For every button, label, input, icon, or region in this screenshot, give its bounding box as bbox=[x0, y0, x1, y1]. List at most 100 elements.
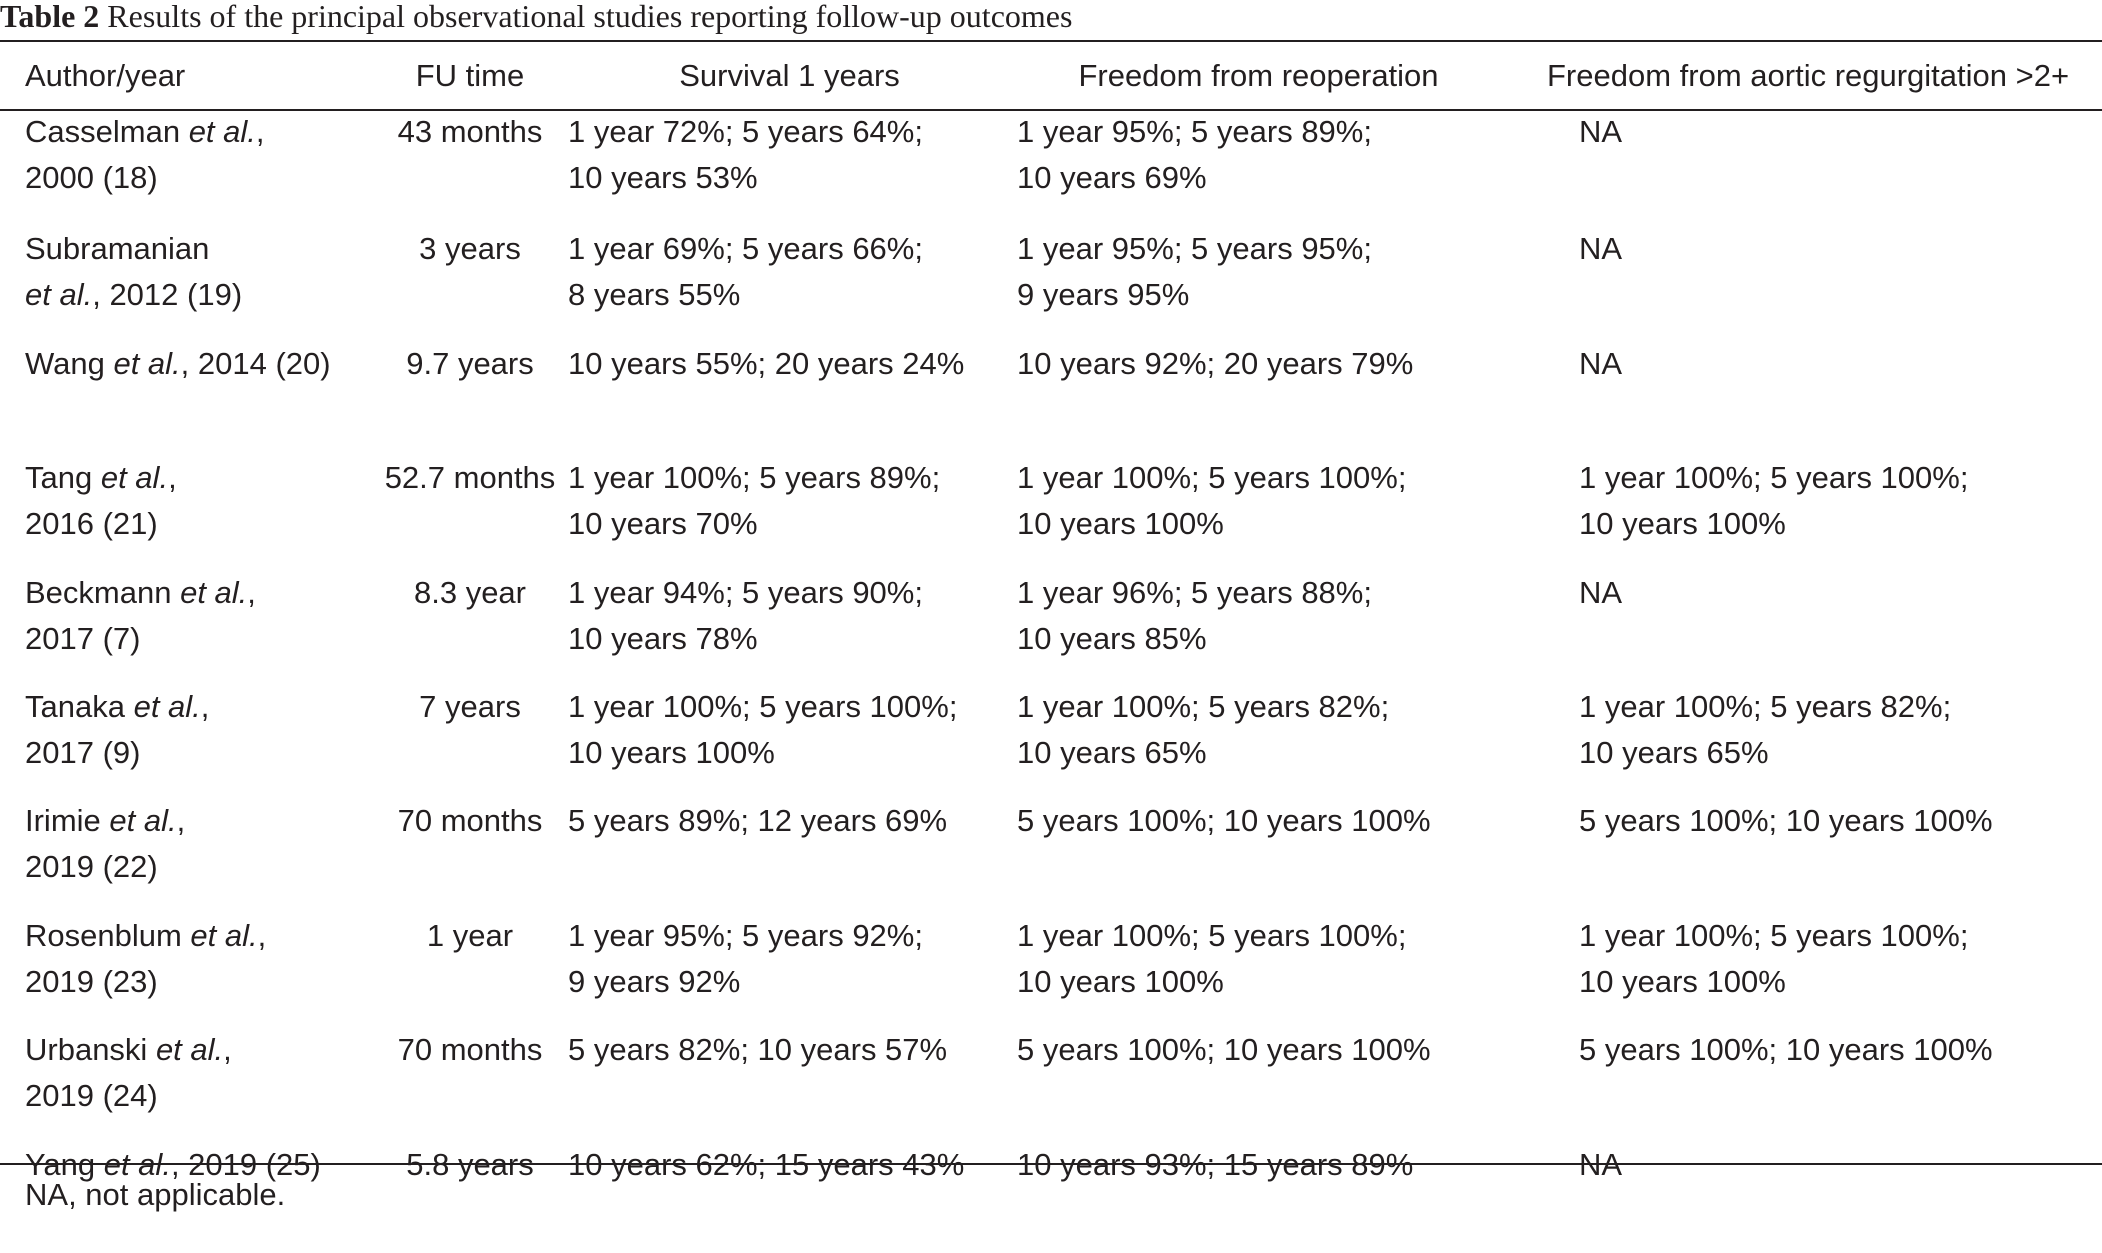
cell-author-year: Urbanski et al., 2019 (24) bbox=[0, 1024, 374, 1138]
author-text: Subramanian bbox=[25, 231, 210, 267]
cell-fu-time: 52.7 months bbox=[384, 460, 556, 496]
author-text: Tang bbox=[25, 460, 101, 496]
author-line-1: Subramanian bbox=[25, 226, 374, 272]
cell-freedom-reoperation-line-1: 1 year 95%; 5 years 95%; bbox=[1017, 231, 1372, 267]
table-row: Subramanian et al., 2012 (19) 3 years 1 yea… bbox=[0, 223, 2102, 337]
author-line-2: 2017 (9) bbox=[25, 730, 374, 776]
cell-freedom-regurgitation: NA bbox=[1544, 338, 2102, 452]
author-line-1: Rosenblum et al., bbox=[25, 913, 374, 959]
cell-survival-line-2: 10 years 100% bbox=[568, 734, 775, 770]
author-et-al: et al. bbox=[113, 345, 181, 381]
cell-freedom-regurgitation: NA bbox=[1544, 109, 2102, 223]
cell-freedom-reoperation: 5 years 100%; 10 years 100% bbox=[1013, 795, 1544, 909]
author-et-al: et al. bbox=[25, 277, 93, 313]
cell-freedom-regurgitation-line-1: NA bbox=[1579, 231, 1623, 267]
cell-author-year: Casselman et al., 2000 (18) bbox=[0, 109, 374, 223]
author-text: , bbox=[168, 460, 177, 496]
header-author-year: Author/year bbox=[25, 58, 186, 93]
author-line-2: 2016 (21) bbox=[25, 501, 374, 547]
author-text: Beckmann bbox=[25, 574, 181, 610]
author-text: Wang bbox=[25, 345, 114, 381]
cell-freedom-reoperation: 1 year 96%; 5 years 88%; 10 years 85% bbox=[1013, 567, 1544, 681]
author-line-2: 2019 (22) bbox=[25, 844, 374, 890]
author-text: , bbox=[223, 1032, 232, 1068]
cell-freedom-reoperation-line-2: 10 years 85% bbox=[1017, 620, 1207, 656]
cell-survival-line-1: 5 years 82%; 10 years 57% bbox=[568, 1032, 948, 1068]
table-row: Tang et al., 2016 (21) 52.7 months 1 year 1… bbox=[0, 452, 2102, 566]
table-row: Casselman et al., 2000 (18) 43 months 1 yea… bbox=[0, 109, 2102, 223]
author-text: 2019 (24) bbox=[25, 1078, 158, 1114]
author-text: , bbox=[247, 574, 256, 610]
cell-fu-time: 7 years bbox=[419, 688, 521, 724]
author-line-2: 2019 (24) bbox=[25, 1073, 374, 1119]
cell-author-year: Yang et al., 2019 (25) bbox=[0, 1139, 374, 1253]
cell-freedom-regurgitation-line-1: NA bbox=[1579, 114, 1623, 149]
cell-freedom-regurgitation-line-1: NA bbox=[1579, 574, 1623, 610]
header-row: Author/year FU time Survival 1 years Fre… bbox=[0, 42, 2102, 109]
author-text: Yang bbox=[25, 1146, 104, 1182]
top-rule bbox=[0, 40, 2102, 42]
cell-survival-line-2: 10 years 70% bbox=[568, 506, 758, 542]
cell-survival: 1 year 72%; 5 years 64%; 10 years 53% bbox=[566, 109, 1013, 223]
author-text: , 2019 (25) bbox=[170, 1146, 321, 1182]
cell-survival-line-1: 1 year 94%; 5 years 90%; bbox=[568, 574, 923, 610]
author-text: Irimie bbox=[25, 803, 110, 839]
author-line-1: Yang et al., 2019 (25) bbox=[25, 1142, 374, 1188]
author-et-al: et al. bbox=[133, 688, 201, 724]
author-line-1: Irimie et al., bbox=[25, 798, 374, 844]
author-et-al: et al. bbox=[103, 1146, 171, 1182]
header-rule bbox=[0, 109, 2102, 111]
author-line-2: et al., 2012 (19) bbox=[25, 272, 374, 318]
cell-freedom-reoperation-line-1: 5 years 100%; 10 years 100% bbox=[1017, 803, 1431, 839]
author-text: , bbox=[257, 917, 267, 953]
table-row: Beckmann et al., 2017 (7) 8.3 year 1 year 9… bbox=[0, 567, 2102, 681]
cell-survival-line-1: 1 year 95%; 5 years 92%; bbox=[568, 917, 923, 953]
cell-freedom-reoperation-line-1: 1 year 100%; 5 years 82%; bbox=[1017, 688, 1390, 724]
author-text: Rosenblum bbox=[25, 917, 191, 953]
cell-survival: 10 years 62%; 15 years 43% bbox=[566, 1139, 1013, 1253]
cell-survival-line-2: 9 years 92% bbox=[568, 963, 741, 999]
cell-survival-line-1: 1 year 69%; 5 years 66%; bbox=[568, 231, 923, 267]
table-row: Tanaka et al., 2017 (9) 7 years 1 year 100%… bbox=[0, 681, 2102, 795]
author-text: 2000 (18) bbox=[25, 160, 158, 195]
cell-fu-time: 9.7 years bbox=[406, 345, 534, 381]
author-text: 2019 (22) bbox=[25, 849, 158, 885]
cell-freedom-regurgitation: 1 year 100%; 5 years 82%; 10 years 65% bbox=[1544, 681, 2102, 795]
cell-freedom-regurgitation: NA bbox=[1544, 223, 2102, 337]
author-text: 2019 (23) bbox=[25, 963, 158, 999]
cell-freedom-reoperation-line-2: 10 years 100% bbox=[1017, 963, 1224, 999]
cell-author-year: Wang et al., 2014 (20) bbox=[0, 338, 374, 452]
table-caption-text: Results of the principal observational s… bbox=[107, 0, 1073, 34]
cell-freedom-reoperation-line-1: 10 years 92%; 20 years 79% bbox=[1017, 345, 1414, 381]
cell-freedom-regurgitation: 5 years 100%; 10 years 100% bbox=[1544, 1024, 2102, 1138]
cell-freedom-regurgitation-line-1: 5 years 100%; 10 years 100% bbox=[1579, 803, 1993, 839]
author-line-1: Beckmann et al., bbox=[25, 570, 374, 616]
author-line-2: 2019 (23) bbox=[25, 959, 374, 1005]
cell-survival-line-2: 10 years 53% bbox=[568, 160, 758, 195]
author-text: , 2012 (19) bbox=[92, 277, 243, 313]
cell-freedom-regurgitation: 1 year 100%; 5 years 100%; 10 years 100% bbox=[1544, 452, 2102, 566]
cell-freedom-regurgitation-line-1: 1 year 100%; 5 years 100%; bbox=[1579, 917, 1969, 953]
cell-fu-time: 43 months bbox=[397, 114, 543, 149]
cell-freedom-regurgitation-line-1: 5 years 100%; 10 years 100% bbox=[1579, 1032, 1993, 1068]
cell-survival-line-1: 10 years 62%; 15 years 43% bbox=[568, 1146, 965, 1182]
author-text: 2016 (21) bbox=[25, 506, 158, 542]
author-text: , bbox=[200, 688, 210, 724]
author-line-2: 2000 (18) bbox=[25, 155, 374, 201]
cell-freedom-regurgitation: NA bbox=[1544, 567, 2102, 681]
cell-freedom-regurgitation-line-1: 1 year 100%; 5 years 100%; bbox=[1579, 460, 1969, 496]
table-caption: Table 2 Results of the principal observa… bbox=[0, 0, 1072, 36]
cell-author-year: Irimie et al., 2019 (22) bbox=[0, 795, 374, 909]
table-row: Yang et al., 2019 (25) 5.8 years 10 years … bbox=[0, 1139, 2102, 1253]
cell-survival: 1 year 94%; 5 years 90%; 10 years 78% bbox=[566, 567, 1013, 681]
cell-survival: 1 year 69%; 5 years 66%; 8 years 55% bbox=[566, 223, 1013, 337]
author-line-1: Tanaka et al., bbox=[25, 684, 374, 730]
cell-freedom-reoperation: 10 years 92%; 20 years 79% bbox=[1013, 338, 1544, 452]
cell-survival-line-2: 10 years 78% bbox=[568, 620, 758, 656]
cell-freedom-reoperation-line-2: 10 years 100% bbox=[1017, 506, 1224, 542]
cell-freedom-reoperation-line-1: 1 year 96%; 5 years 88%; bbox=[1017, 574, 1372, 610]
cell-survival: 5 years 82%; 10 years 57% bbox=[566, 1024, 1013, 1138]
author-text: 2017 (7) bbox=[25, 620, 141, 656]
cell-fu-time: 8.3 year bbox=[413, 574, 526, 610]
cell-survival-line-1: 1 year 100%; 5 years 100%; bbox=[568, 688, 958, 724]
